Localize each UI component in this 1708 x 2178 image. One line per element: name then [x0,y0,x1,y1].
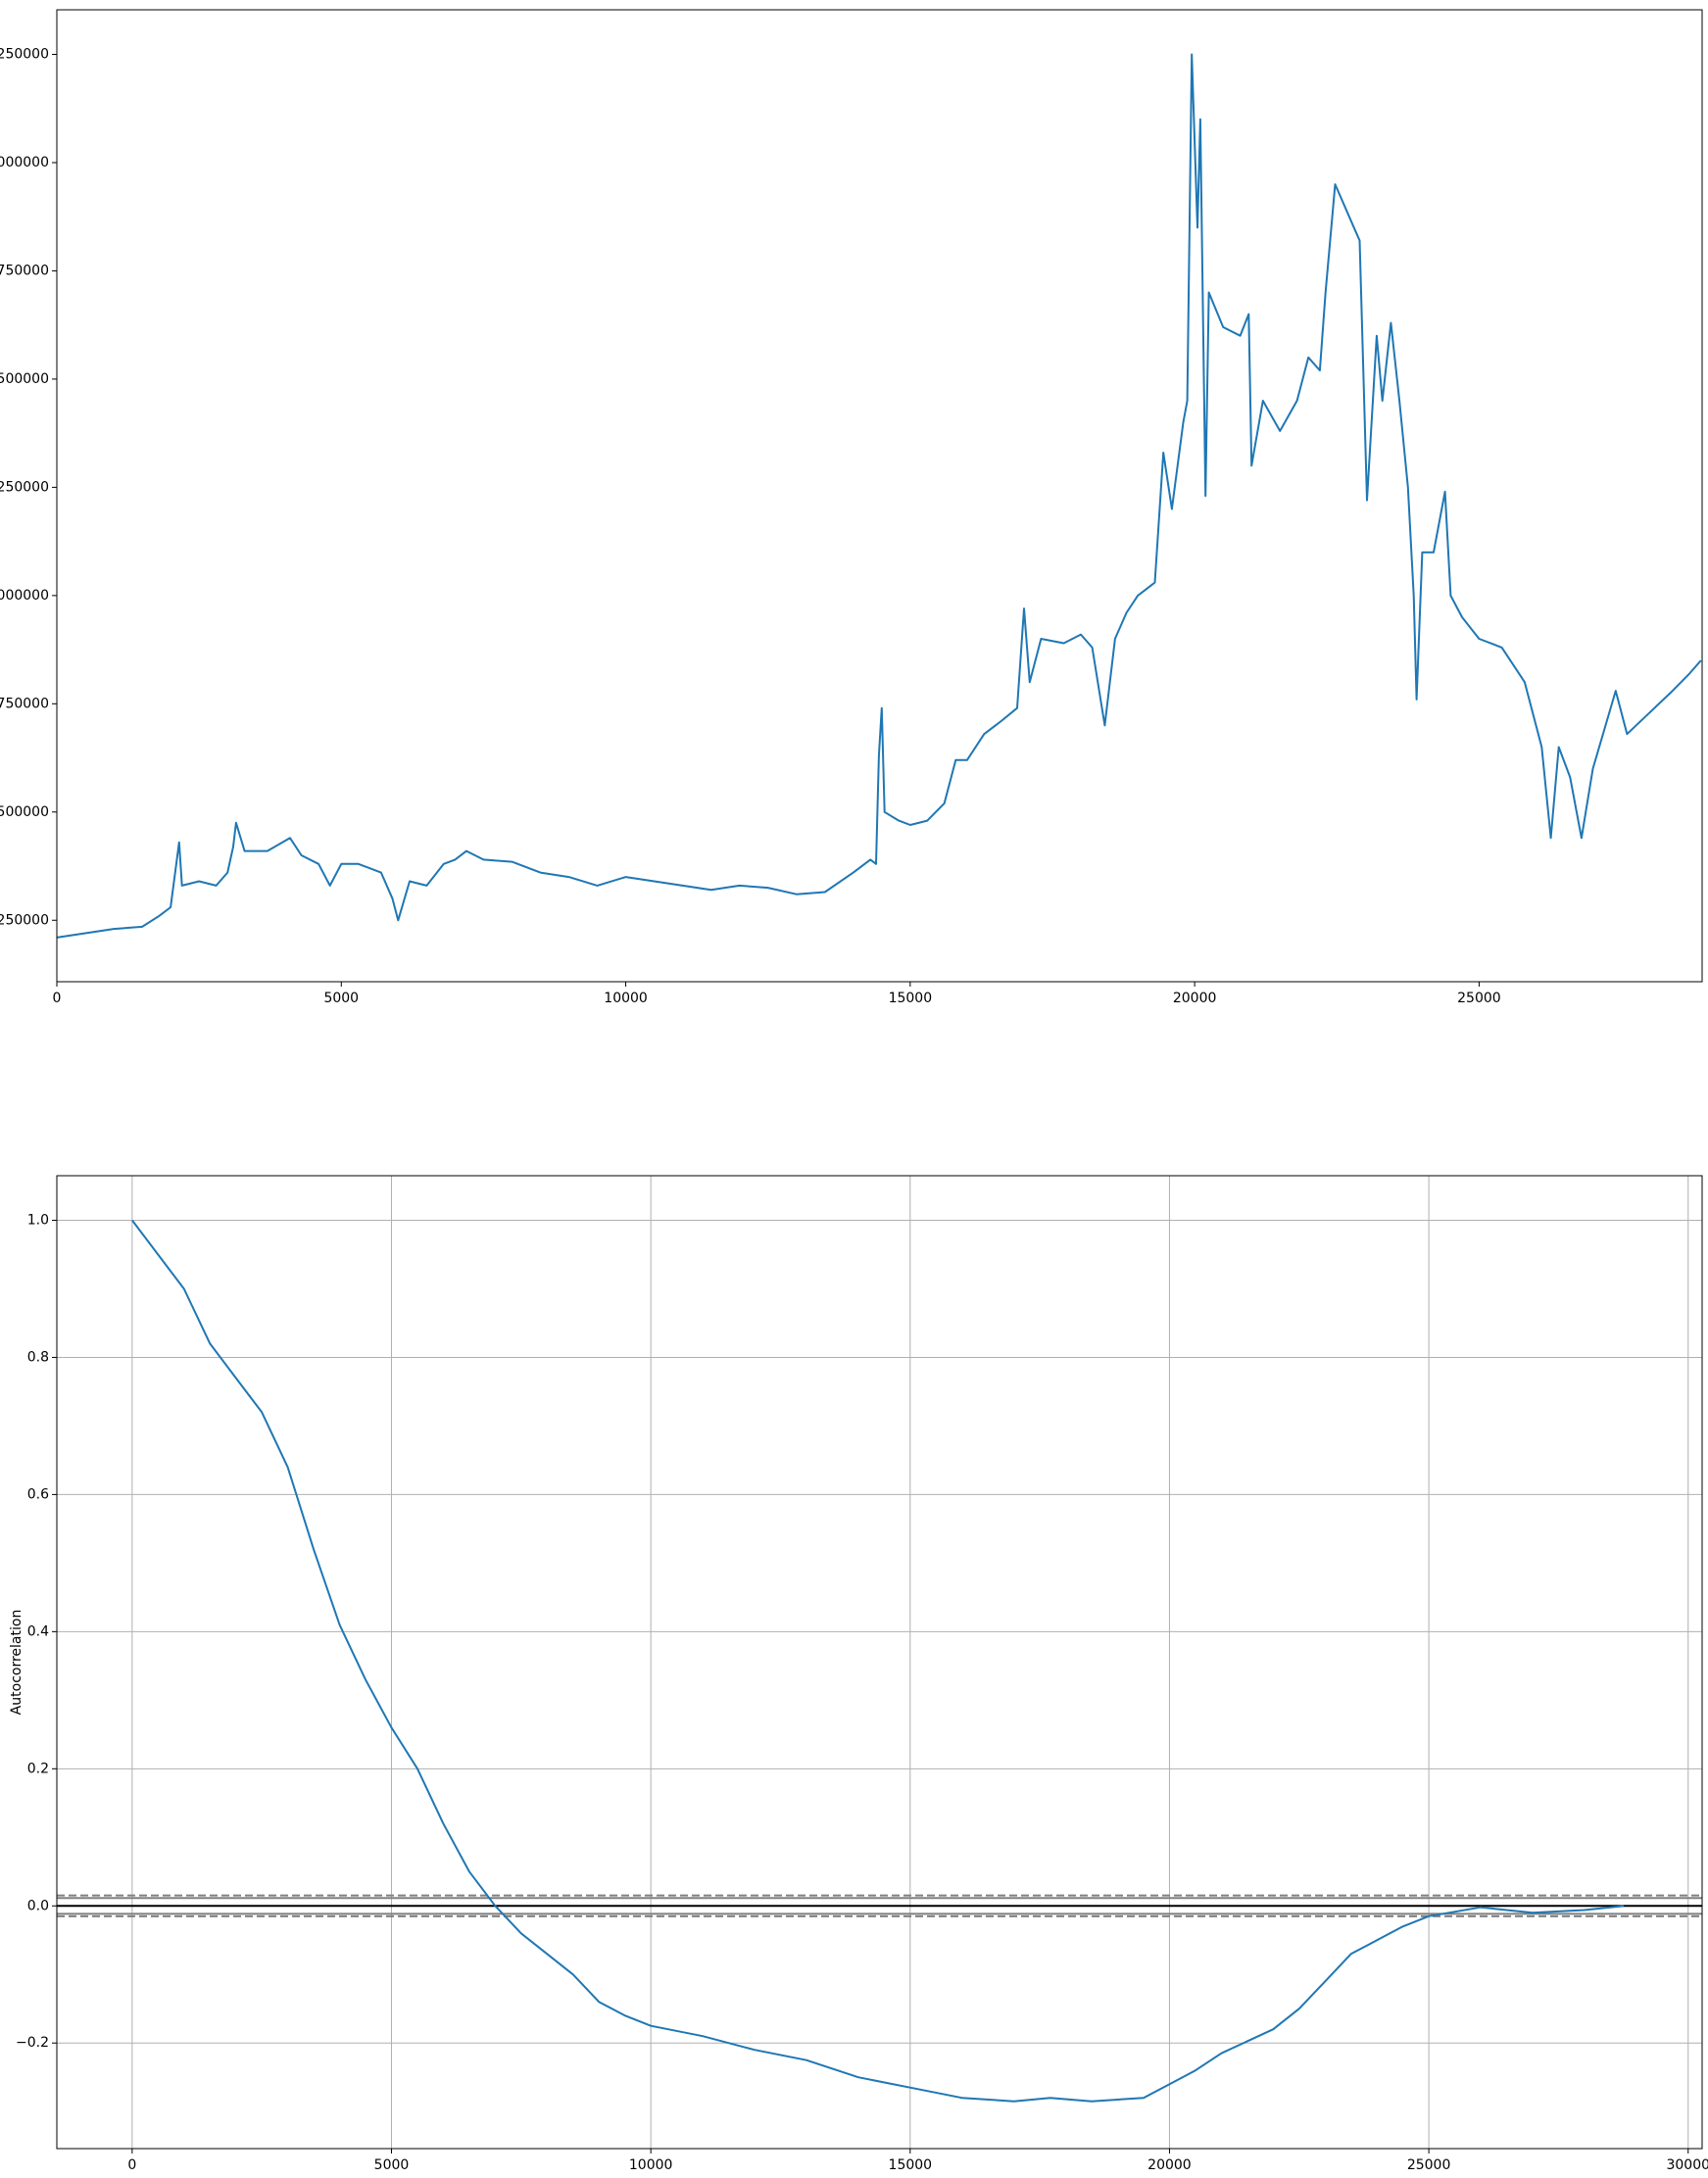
y-tick-label: 1250000 [0,479,49,495]
x-tick-label: 5000 [323,991,359,1006]
series-line [56,53,1702,939]
x-tick-label: 20000 [1173,991,1217,1006]
x-tick-label: 5000 [374,2157,410,2173]
x-tick-label: 10000 [604,991,648,1006]
x-tick-label: 15000 [889,991,933,1006]
y-tick-label: 500000 [0,804,49,820]
y-tick-label: 2000000 [0,155,49,170]
x-tick-label: 0 [127,2157,136,2173]
y-tick-label: 0.2 [27,1761,49,1776]
y-tick-label: 1000000 [0,588,49,604]
y-tick-label: 1500000 [0,371,49,387]
x-tick-label: 20000 [1147,2157,1192,2173]
x-tick-label: 25000 [1407,2157,1451,2173]
x-tick-label: 0 [53,991,62,1006]
y-tick-label: 750000 [0,696,49,711]
y-tick-label: −0.2 [16,2035,49,2051]
x-tick-label: 25000 [1457,991,1501,1006]
axes-frame [56,1175,1703,2150]
axes-frame [56,9,1703,983]
x-tick-label: 10000 [629,2157,673,2173]
y-axis-label: Autocorrelation [9,1610,24,1716]
y-tick-label: 250000 [0,912,49,928]
y-tick-label: 1750000 [0,263,49,278]
series-line [131,1219,1625,2103]
y-tick-label: 1.0 [27,1212,49,1228]
y-tick-label: 0.0 [27,1898,49,1913]
x-tick-label: 15000 [889,2157,933,2173]
x-tick-label: 30000 [1666,2157,1708,2173]
y-tick-label: 2250000 [0,47,49,63]
y-tick-label: 0.8 [27,1349,49,1365]
y-tick-label: 0.6 [27,1486,49,1502]
y-tick-label: 0.4 [27,1623,49,1639]
